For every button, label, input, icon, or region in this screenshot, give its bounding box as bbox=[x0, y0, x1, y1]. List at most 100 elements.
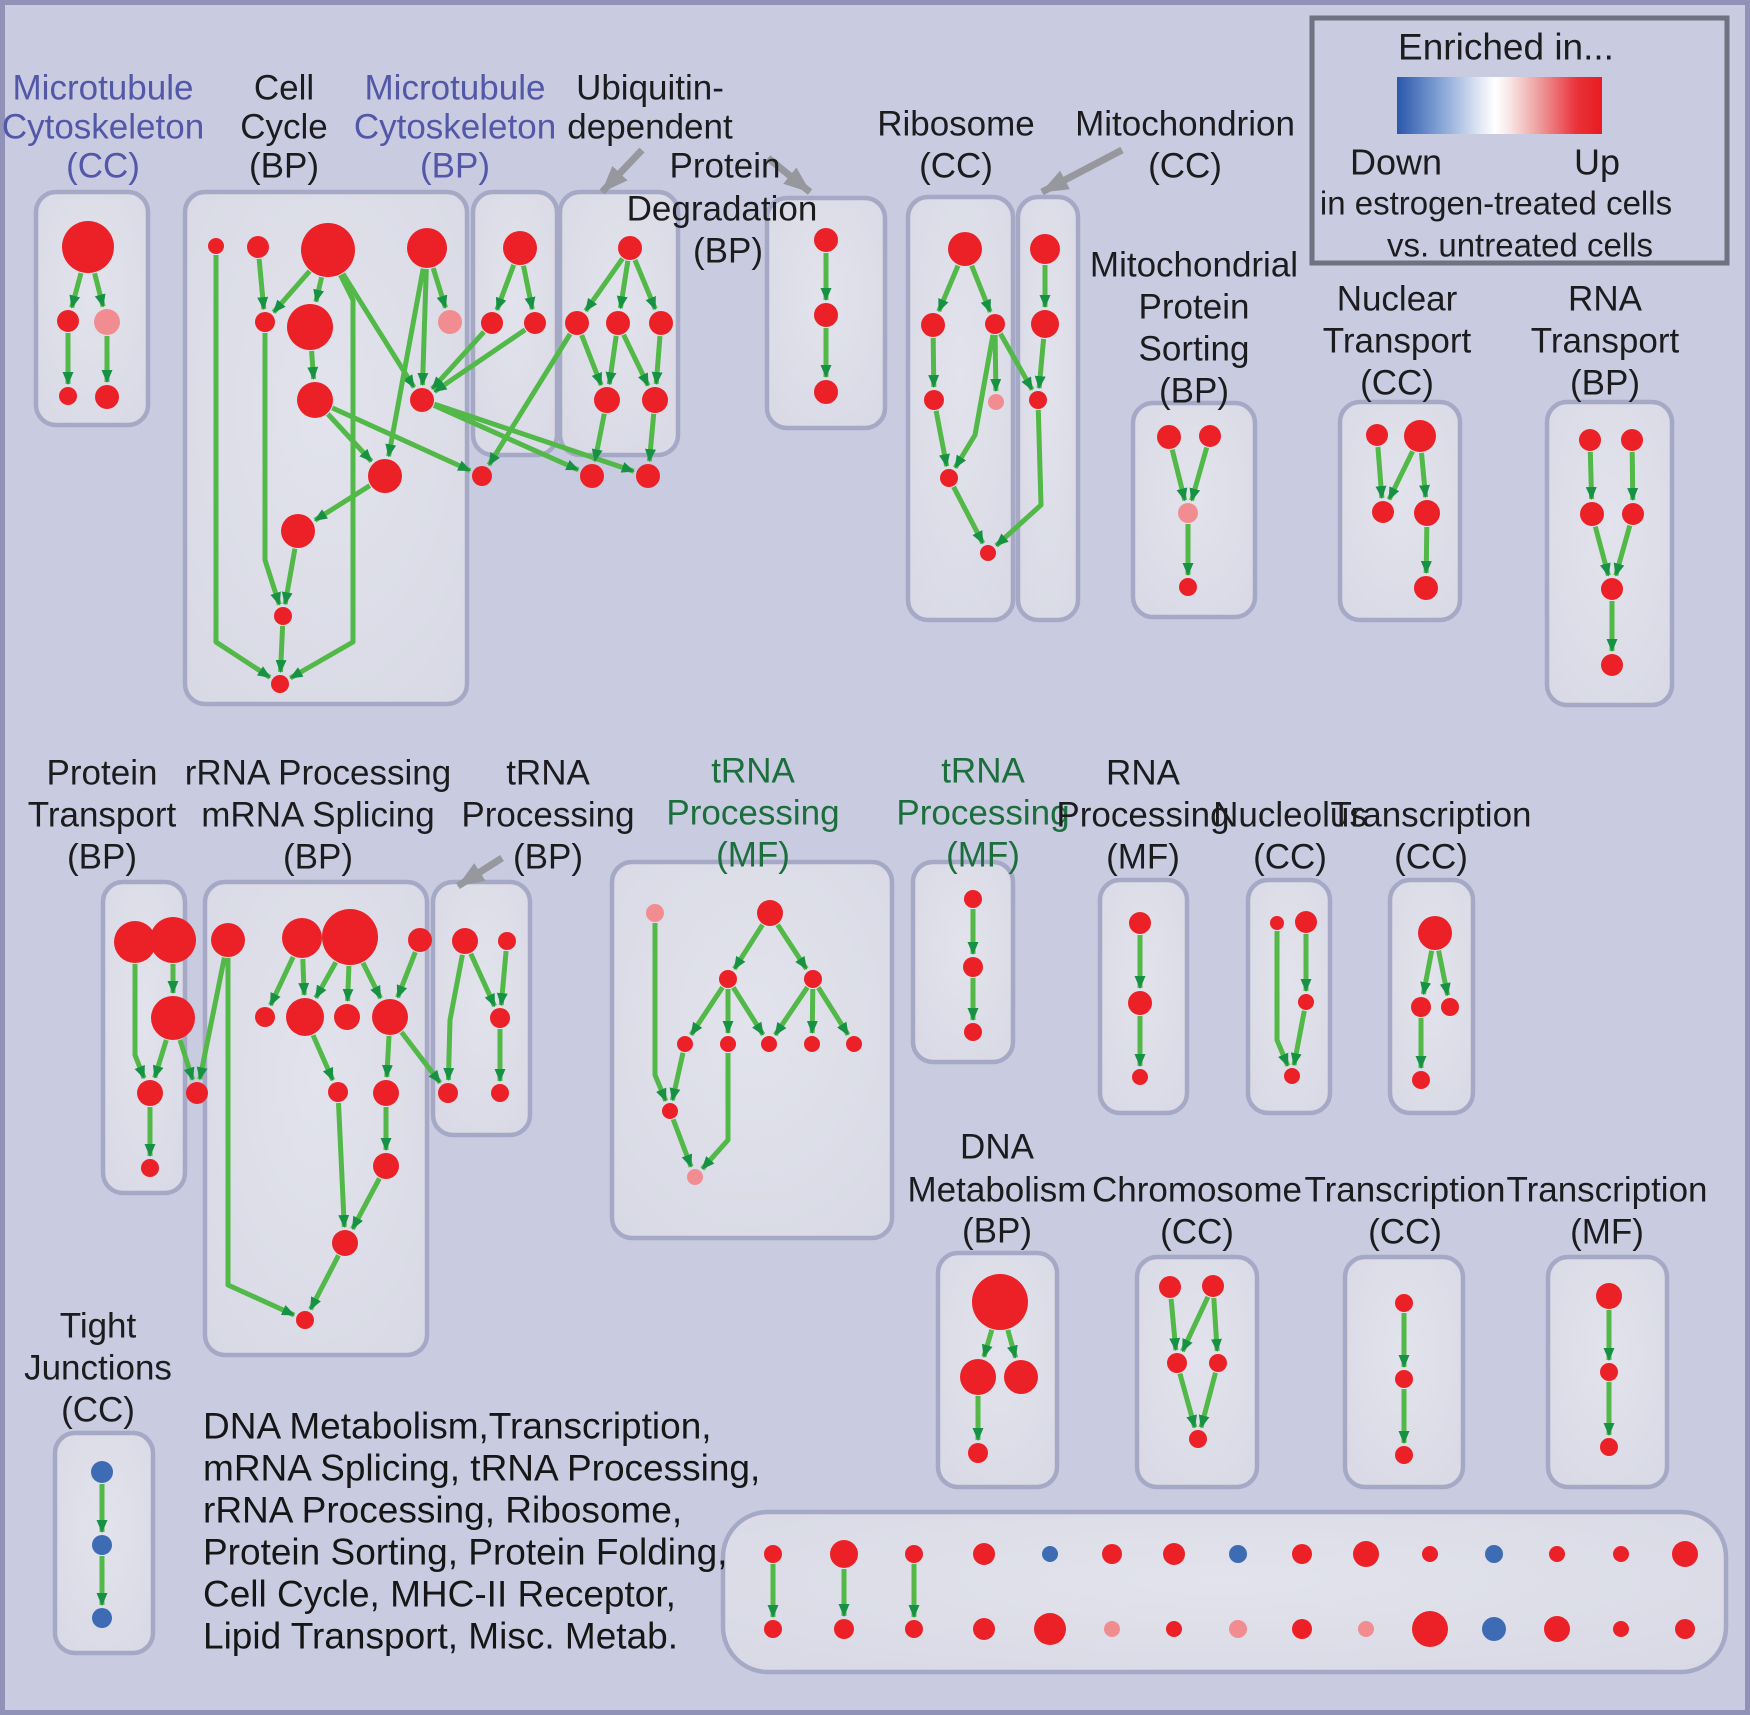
group-label-dna-metabolism: Metabolism bbox=[908, 1171, 1087, 1210]
go-term-node-tp5 bbox=[491, 1084, 509, 1102]
edge-arrow bbox=[981, 1329, 995, 1358]
group-label-rrna: (BP) bbox=[283, 838, 353, 877]
go-term-node-tp1 bbox=[452, 928, 478, 954]
go-term-node-ts2 bbox=[963, 957, 983, 977]
go-term-node-tf2 bbox=[1600, 1363, 1618, 1381]
go-term-node-mb1 bbox=[503, 231, 537, 265]
group-label-rna-transport: Transport bbox=[1531, 322, 1680, 361]
group-label-mt-bp: (BP) bbox=[420, 147, 490, 186]
go-term-node-mxt12 bbox=[1485, 1545, 1503, 1563]
go-term-node-mxb9 bbox=[1292, 1619, 1312, 1639]
go-term-node-rr4 bbox=[408, 928, 432, 952]
group-label-transcription-mf-bot: Transcription bbox=[1507, 1171, 1708, 1210]
legend-subtitle-line1: in estrogen-treated cells bbox=[1320, 185, 1672, 222]
misc-categories-text-line: DNA Metabolism,Transcription, bbox=[203, 1406, 712, 1447]
misc-categories-text-line: Lipid Transport, Misc. Metab. bbox=[203, 1616, 678, 1657]
edge-arrow bbox=[990, 334, 1002, 392]
edge-arrow bbox=[496, 950, 509, 1007]
go-term-node-rr1 bbox=[211, 923, 245, 957]
edge-arrow bbox=[432, 327, 527, 394]
group-box-transcription-cc-mid bbox=[1387, 877, 1476, 1116]
group-box-rrna-processing-mrna-splicing-bp bbox=[202, 879, 430, 1358]
group-label-ubiquitin: dependent bbox=[567, 108, 733, 147]
group-label-rna-transport: RNA bbox=[1568, 280, 1643, 319]
go-term-node-tm4 bbox=[804, 970, 822, 988]
go-term-node-cy7 bbox=[438, 310, 462, 334]
edge-arrow bbox=[632, 259, 658, 311]
go-term-node-tm10 bbox=[662, 1103, 678, 1119]
group-label-rrna: rRNA Processing bbox=[185, 754, 451, 793]
group-label-trna-mf-2: tRNA bbox=[941, 752, 1025, 791]
go-term-node-mxt7 bbox=[1163, 1543, 1185, 1565]
group-label-nuclear-transport: (CC) bbox=[1360, 364, 1434, 403]
label-pointer-arrow bbox=[1040, 146, 1124, 196]
edge-arrow bbox=[1585, 451, 1597, 500]
group-label-ubiquitin: Degradation bbox=[627, 190, 818, 229]
group-box-nucleolus-cc bbox=[1245, 877, 1333, 1116]
edge-arrow bbox=[196, 957, 227, 1081]
go-term-node-tm8 bbox=[804, 1036, 820, 1052]
go-term-node-rt5 bbox=[1601, 578, 1623, 600]
go-term-node-tb1 bbox=[1395, 1294, 1413, 1312]
edge-arrow bbox=[1420, 526, 1432, 574]
go-term-node-cy13 bbox=[271, 675, 289, 693]
group-label-cell-cycle: Cell bbox=[254, 69, 314, 108]
edge-arrow bbox=[443, 954, 465, 1081]
edge-arrow bbox=[1420, 950, 1435, 996]
group-label-transcription-cc-bot: (CC) bbox=[1368, 1213, 1442, 1252]
edge-arrow bbox=[579, 334, 604, 387]
go-term-node-rr5 bbox=[255, 1007, 275, 1027]
label-pointer-arrow bbox=[599, 147, 645, 195]
go-term-node-tj2 bbox=[92, 1535, 112, 1555]
edge-arrow bbox=[313, 961, 338, 1000]
edge-arrow bbox=[1198, 1372, 1218, 1429]
edge-arrow bbox=[385, 268, 426, 458]
edge-arrow bbox=[669, 1052, 686, 1102]
go-term-node-nt4 bbox=[1414, 500, 1440, 526]
edge-arrow bbox=[645, 413, 657, 463]
group-label-mt-cc: Microtubule bbox=[13, 69, 194, 108]
group-label-trna-bp: tRNA bbox=[506, 754, 590, 793]
go-term-node-mxb3 bbox=[905, 1620, 923, 1638]
edge-arrow bbox=[262, 333, 282, 606]
edge-arrow bbox=[621, 333, 651, 387]
group-label-ubiquitin: Protein bbox=[670, 147, 781, 186]
go-term-node-rp3 bbox=[1132, 1069, 1148, 1085]
edge-arrow bbox=[271, 269, 312, 314]
group-label-ubiquitin: Ubiquitin- bbox=[576, 69, 724, 108]
group-label-mps: Mitochondrial bbox=[1090, 246, 1298, 285]
go-term-node-rb6 bbox=[940, 469, 958, 487]
edge-arrow bbox=[700, 1053, 731, 1171]
go-term-node-mxt2 bbox=[830, 1540, 858, 1568]
edge-arrow bbox=[1005, 1329, 1019, 1359]
edge-arrow bbox=[1419, 452, 1430, 499]
edge-arrow bbox=[326, 412, 374, 463]
edge-arrow bbox=[1592, 525, 1611, 577]
go-term-node-pt6 bbox=[186, 1082, 208, 1104]
edge-arrow bbox=[430, 330, 486, 391]
go-term-node-nu3 bbox=[1298, 994, 1314, 1010]
go-term-node-mxt6 bbox=[1102, 1544, 1122, 1564]
go-term-node-mb4 bbox=[472, 466, 492, 486]
group-label-rna-processing: Processing bbox=[1056, 796, 1229, 835]
go-term-node-pt2 bbox=[150, 917, 196, 963]
edge-arrow bbox=[1180, 1295, 1211, 1353]
go-term-node-mo2 bbox=[1031, 310, 1059, 338]
edge-arrow bbox=[1436, 950, 1451, 997]
group-box-misc-categories bbox=[720, 1509, 1729, 1675]
group-label-cell-cycle: Cycle bbox=[240, 108, 328, 147]
group-box-dna-metabolism-bp bbox=[935, 1250, 1060, 1490]
edge-arrow bbox=[731, 986, 766, 1037]
go-term-node-mxb12 bbox=[1482, 1617, 1506, 1641]
go-term-node-ch3 bbox=[1167, 1353, 1187, 1373]
go-term-node-tm11 bbox=[687, 1169, 703, 1185]
go-term-node-mxt4 bbox=[973, 1543, 995, 1565]
group-label-nuclear-transport: Transport bbox=[1323, 322, 1472, 361]
go-term-node-cy8 bbox=[297, 382, 333, 418]
go-term-node-mxb5 bbox=[1034, 1613, 1066, 1645]
edge-arrow bbox=[1169, 448, 1188, 502]
edge-arrow bbox=[1290, 1010, 1307, 1067]
group-label-trna-mf-1: tRNA bbox=[711, 752, 795, 791]
